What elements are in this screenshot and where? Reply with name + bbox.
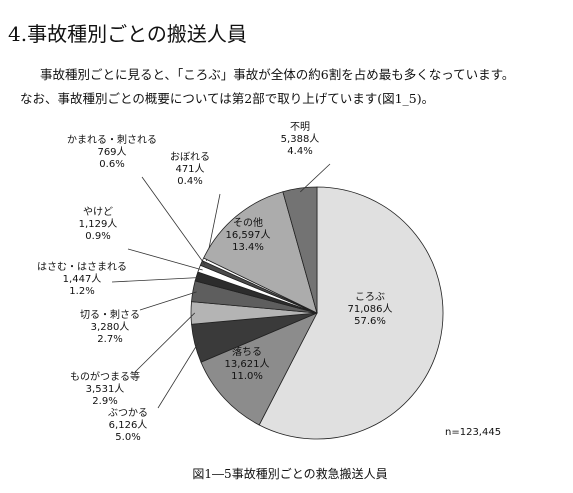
slice-label: 2.7% (97, 334, 122, 345)
slice-label: 3,280人 (91, 321, 130, 333)
slice-label: 13,621人 (225, 358, 270, 370)
leader-line (134, 312, 196, 373)
slice-label: 71,086人 (348, 303, 393, 315)
slice-label: 3,531人 (86, 383, 125, 395)
slice-label: 4.4% (287, 146, 312, 157)
slice-label: 5,388人 (281, 133, 320, 145)
leader-line (111, 277, 201, 283)
slice-label: 16,597人 (226, 229, 271, 241)
pie-slice (282, 186, 318, 314)
slice-label: 0.6% (99, 159, 124, 170)
slice-label: 13.4% (232, 242, 264, 253)
note: n=123,445 (445, 427, 501, 438)
leader-line (157, 342, 199, 409)
slice-label: やけど (83, 206, 113, 218)
slice-label: 6,126人 (109, 419, 148, 431)
paragraph-line: 事故種別ごとに見ると、「ころぶ」事故が全体の約6割を占め最も多くなっています。 (40, 67, 515, 82)
slice-label: 1,129人 (79, 218, 118, 230)
slice-label: 769人 (97, 146, 126, 158)
pie-slice (258, 186, 444, 440)
slice-label: 不明 (290, 121, 310, 133)
slice-label: 0.4% (177, 176, 202, 187)
leader-line (141, 176, 206, 265)
heading: 4.事故種別ごとの搬送人員 (8, 22, 247, 46)
slice-label: 5.0% (115, 432, 140, 443)
slice-label: はさむ・はさまれる (37, 261, 127, 273)
slice-label: かまれる・刺される (67, 134, 157, 146)
pie-slice (203, 191, 318, 314)
slice-label: 落ちる (232, 346, 262, 358)
slice-label: 471人 (175, 163, 204, 175)
slice-label: 1.2% (69, 286, 94, 297)
pie-slice (200, 312, 318, 426)
slice-label: 1,447人 (63, 273, 102, 285)
leader-line (127, 248, 203, 271)
leader-line (139, 291, 197, 311)
chart-caption: 図1―5事故種別ごとの救急搬送人員 (192, 466, 387, 481)
leader-line (300, 163, 331, 193)
slice-label: 57.6% (354, 316, 386, 327)
slice-label: 0.9% (85, 231, 110, 242)
slice-label: その他 (233, 216, 263, 229)
slice-label: ものがつまる等 (70, 370, 140, 383)
slice-label: ころぶ (355, 291, 385, 303)
slice-label: おぼれる (170, 151, 210, 163)
slice-label: ぶつかる (108, 407, 148, 419)
slice-label: 2.9% (92, 396, 117, 407)
slice-label: 11.0% (231, 371, 263, 382)
slice-label: 切る・刺さる (80, 309, 140, 321)
paragraph-line: なお、事故種別ごとの概要については第2部で取り上げています(図1_5)。 (20, 91, 435, 106)
